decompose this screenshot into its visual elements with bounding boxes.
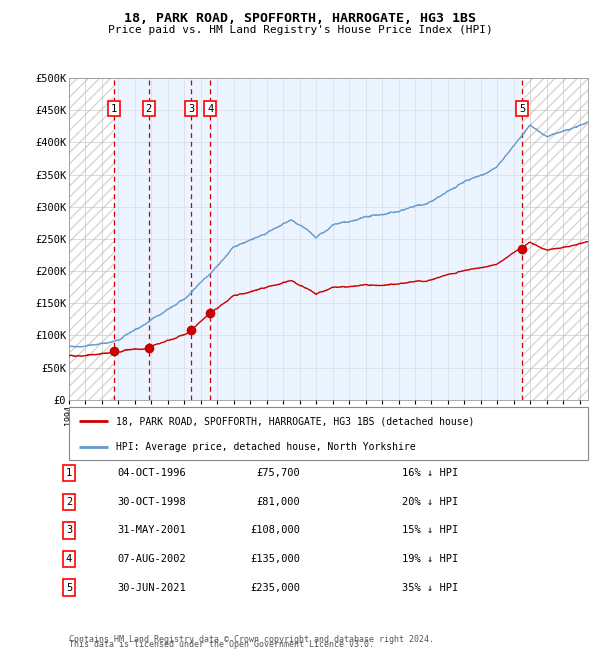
Text: 19% ↓ HPI: 19% ↓ HPI <box>402 554 458 564</box>
Text: 5: 5 <box>519 103 525 114</box>
Text: Price paid vs. HM Land Registry's House Price Index (HPI): Price paid vs. HM Land Registry's House … <box>107 25 493 34</box>
Text: 18, PARK ROAD, SPOFFORTH, HARROGATE, HG3 1BS: 18, PARK ROAD, SPOFFORTH, HARROGATE, HG3… <box>124 12 476 25</box>
Text: HPI: Average price, detached house, North Yorkshire: HPI: Average price, detached house, Nort… <box>116 442 415 452</box>
FancyBboxPatch shape <box>69 407 588 460</box>
Text: 4: 4 <box>66 554 72 564</box>
Text: 35% ↓ HPI: 35% ↓ HPI <box>402 582 458 593</box>
Text: 3: 3 <box>66 525 72 536</box>
Text: 2: 2 <box>145 103 152 114</box>
Text: 5: 5 <box>66 582 72 593</box>
Text: £235,000: £235,000 <box>250 582 300 593</box>
Text: 18, PARK ROAD, SPOFFORTH, HARROGATE, HG3 1BS (detached house): 18, PARK ROAD, SPOFFORTH, HARROGATE, HG3… <box>116 416 474 426</box>
Bar <box>149 78 191 400</box>
Text: 4: 4 <box>207 103 214 114</box>
Text: 16% ↓ HPI: 16% ↓ HPI <box>402 468 458 478</box>
Text: 31-MAY-2001: 31-MAY-2001 <box>117 525 186 536</box>
Bar <box>191 78 211 400</box>
Bar <box>522 78 588 400</box>
Text: 2: 2 <box>66 497 72 507</box>
Text: 30-OCT-1998: 30-OCT-1998 <box>117 497 186 507</box>
Text: £81,000: £81,000 <box>256 497 300 507</box>
Bar <box>115 78 149 400</box>
Text: 04-OCT-1996: 04-OCT-1996 <box>117 468 186 478</box>
Text: 15% ↓ HPI: 15% ↓ HPI <box>402 525 458 536</box>
Text: 1: 1 <box>111 103 118 114</box>
Text: 3: 3 <box>188 103 194 114</box>
Text: £135,000: £135,000 <box>250 554 300 564</box>
Text: 1: 1 <box>66 468 72 478</box>
Text: £108,000: £108,000 <box>250 525 300 536</box>
Text: 20% ↓ HPI: 20% ↓ HPI <box>402 497 458 507</box>
Text: 30-JUN-2021: 30-JUN-2021 <box>117 582 186 593</box>
Text: 07-AUG-2002: 07-AUG-2002 <box>117 554 186 564</box>
Text: This data is licensed under the Open Government Licence v3.0.: This data is licensed under the Open Gov… <box>69 640 374 649</box>
Bar <box>69 78 115 400</box>
Text: £75,700: £75,700 <box>256 468 300 478</box>
Bar <box>211 78 522 400</box>
Text: Contains HM Land Registry data © Crown copyright and database right 2024.: Contains HM Land Registry data © Crown c… <box>69 634 434 644</box>
